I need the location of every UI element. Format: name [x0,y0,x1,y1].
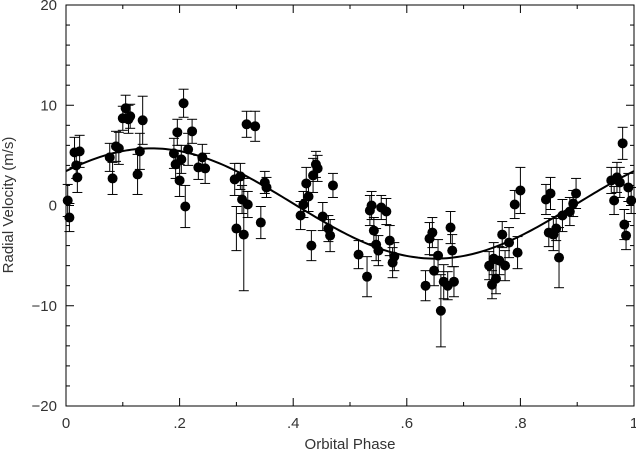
data-point [353,249,364,260]
data-point [366,200,377,211]
data-point [301,178,312,189]
data-point [172,127,183,138]
data-point [303,191,314,202]
fit-curve [65,147,635,260]
data-point [178,98,189,109]
data-point [231,223,242,234]
data-point [617,138,628,149]
data-point [384,235,395,246]
y-tick-label: −10 [32,298,57,315]
data-point [306,240,317,251]
plot-frame [65,4,635,407]
data-point [497,229,508,240]
data-point [515,185,526,196]
data-point [235,171,246,182]
data-point [551,223,562,234]
data-point [137,115,148,126]
data-point [512,247,523,258]
data-point [557,210,568,221]
x-tick-label: .8 [514,415,527,432]
data-point [312,163,323,174]
data-point [447,245,458,256]
data-point [623,182,634,193]
data-point [614,177,625,188]
data-point [368,225,379,236]
data-point [72,172,83,183]
data-point [64,212,75,223]
data-point [295,210,306,221]
data-point [241,119,252,130]
data-point [174,175,185,186]
data-point [125,111,136,122]
y-axis-label: Radial Velocity (m/s) [0,137,17,274]
data-point [197,152,208,163]
data-point [107,173,118,184]
data-point [420,280,431,291]
error-bars [62,88,636,348]
data-point [427,227,438,238]
data-point [433,250,444,261]
data-point [626,195,636,206]
data-point [238,229,249,240]
data-point [568,198,579,209]
data-point [298,199,309,210]
data-point [490,273,501,284]
data-point [619,219,630,230]
data-point [448,276,459,287]
data-point [621,230,632,241]
data-point [389,251,400,262]
data-point [187,126,198,137]
x-tick-label: .4 [287,415,300,432]
x-axis-label: Orbital Phase [305,436,396,453]
x-tick-label: 1 [630,415,636,432]
data-point [554,252,565,263]
data-point [255,217,266,228]
y-tick-label: −20 [32,398,57,415]
data-point [120,103,131,114]
data-point [183,144,194,155]
data-point [504,237,515,248]
data-point [500,260,511,271]
data-point [564,206,575,217]
data-point [134,146,145,157]
data-point [325,230,336,241]
data-point [180,201,191,212]
data-point [200,163,211,174]
data-points [62,98,636,316]
data-point [62,195,73,206]
data-point [435,305,446,316]
data-point [132,169,143,180]
data-point [250,121,261,132]
data-point [327,180,338,191]
data-point [242,199,253,210]
data-point [176,154,187,165]
data-point [373,245,384,256]
data-point [71,160,82,171]
y-tick-label: 10 [40,97,57,114]
data-point [362,271,373,282]
data-point [261,182,272,193]
x-tick-label: .6 [401,415,414,432]
axis-ticks [65,4,635,407]
data-point [168,148,179,159]
data-point [381,206,392,217]
y-tick-label: 0 [49,198,57,215]
data-point [317,211,328,222]
data-point [445,222,456,233]
data-point [509,199,520,210]
axis-tick-labels: 0 .2 .4 .6 .8 1 −20 −10 0 10 20 [32,0,636,432]
x-tick-label: 0 [62,415,70,432]
y-tick-label: 20 [40,0,57,14]
x-tick-label: .2 [173,415,186,432]
data-point [104,152,115,163]
data-point [609,195,620,206]
data-point [429,265,440,276]
data-point [113,143,124,154]
data-point [545,188,556,199]
data-point [571,188,582,199]
data-point [74,146,85,157]
